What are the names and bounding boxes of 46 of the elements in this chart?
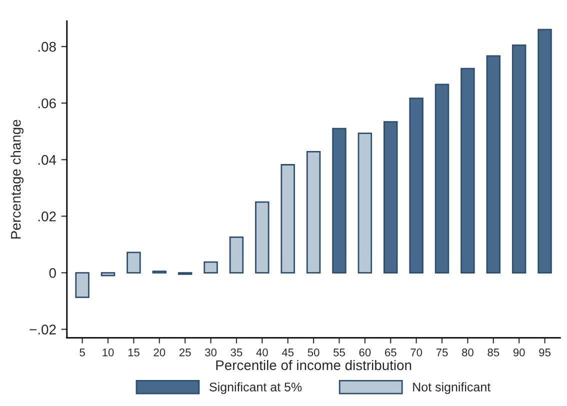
x-tick-label: 55 <box>334 348 345 356</box>
bar <box>409 98 424 274</box>
y-tick-label: 0 <box>49 268 56 278</box>
bar <box>100 272 116 276</box>
bar <box>332 128 346 274</box>
bar <box>434 84 450 274</box>
x-tick-label: 60 <box>359 348 371 356</box>
x-tick-label: 65 <box>385 348 396 356</box>
bar <box>538 28 552 274</box>
bar <box>255 201 270 274</box>
x-tick-label: 40 <box>256 348 268 356</box>
y-tick-label: .04 <box>38 154 56 165</box>
x-tick-label: 80 <box>462 348 474 356</box>
y-tick-label: .08 <box>38 42 56 52</box>
bar <box>384 121 398 274</box>
x-tick-label: 75 <box>436 348 448 356</box>
x-tick-label: 85 <box>488 348 500 356</box>
x-tick-label: 20 <box>154 348 166 356</box>
bar <box>486 55 501 274</box>
x-tick-label: 50 <box>308 348 320 356</box>
bar <box>306 151 321 274</box>
x-tick-label: 5 <box>80 348 85 356</box>
x-tick-label: 35 <box>230 348 242 356</box>
y-tick-label: −.02 <box>30 324 56 334</box>
legend-label: Significant at 5% <box>210 382 302 394</box>
y-tick-label: .02 <box>38 212 56 222</box>
x-tick-label: 70 <box>410 348 422 356</box>
x-tick-label: 90 <box>513 348 525 356</box>
bar <box>75 272 90 298</box>
x-tick-label: 10 <box>102 348 114 356</box>
bar <box>460 68 475 274</box>
bar <box>358 132 372 274</box>
bar <box>229 236 244 274</box>
bar <box>280 164 295 274</box>
y-axis-title: Percentage change <box>10 120 24 239</box>
x-tick-label: 45 <box>282 348 294 356</box>
x-tick-label: 95 <box>539 348 550 356</box>
bar <box>126 252 141 274</box>
legend-label: Not significant <box>413 382 491 394</box>
bar <box>512 44 526 274</box>
x-axis-title: Percentile of income distribution <box>216 360 412 370</box>
x-tick-label: 30 <box>205 348 217 356</box>
bar <box>204 261 218 274</box>
x-tick-label: 15 <box>128 348 140 356</box>
y-tick-label: .06 <box>38 98 56 108</box>
x-tick-label: 25 <box>179 348 191 356</box>
